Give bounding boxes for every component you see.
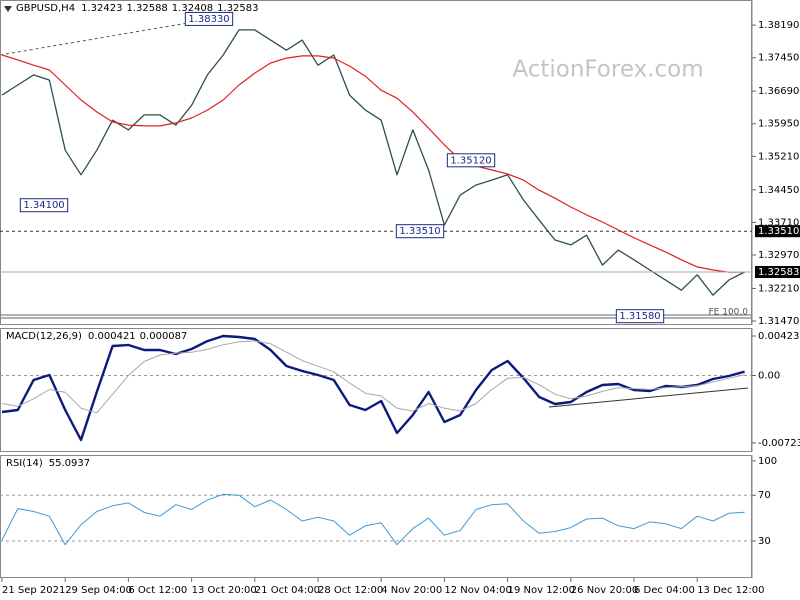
x-tick-label: 4 Nov 20:00 (381, 585, 442, 596)
y-tick-label: 1.38190 (758, 20, 799, 31)
y-tick-label: 70 (758, 490, 771, 501)
readout: 0.000421 (88, 331, 136, 342)
x-tick-label: 6 Oct 12:00 (128, 585, 187, 596)
price-level-box (755, 266, 800, 279)
series-line (1, 29, 745, 296)
y-tick-label: 1.33710 (758, 217, 799, 228)
x-tick-label: 21 Sep 2021 (2, 585, 65, 596)
symbol-marker (4, 6, 12, 12)
annotation-box (615, 309, 665, 324)
x-tick-label: 28 Oct 12:00 (318, 585, 383, 596)
annotation-note: FE 100.0 (709, 308, 749, 318)
y-tick-label: 1.35210 (758, 151, 799, 162)
panel-title: RSI(14) (6, 458, 43, 469)
annotation-label: 1.35120 (450, 155, 491, 166)
x-tick-label: 26 Nov 20:00 (571, 585, 638, 596)
readout: 1.32408 (172, 3, 213, 14)
readout: 1.32583 (217, 3, 258, 14)
y-tick-label: 1.37450 (758, 53, 799, 64)
macd-trend-line (548, 387, 749, 408)
x-tick-label: 19 Nov 12:00 (508, 585, 575, 596)
x-tick-label: 6 Dec 04:00 (634, 585, 695, 596)
annotation-box (19, 198, 69, 213)
series-line (1, 493, 745, 546)
y-tick-label: 30 (758, 536, 771, 547)
series-line (1, 340, 745, 414)
x-tick-label: 21 Oct 04:00 (255, 585, 320, 596)
panel-title: GBPUSD,H4 (16, 3, 75, 14)
y-tick-label: 100 (758, 456, 777, 467)
annotation-label: 1.38330 (188, 14, 229, 25)
annotation-box (395, 224, 445, 239)
y-tick-label: 1.32970 (758, 250, 799, 261)
panel-header: MACD(12,26,9) 0.000421 0.000087 (6, 331, 187, 342)
series-line (1, 334, 745, 442)
y-tick-label: 1.34450 (758, 185, 799, 196)
x-tick-label: 13 Oct 20:00 (192, 585, 257, 596)
y-tick-label: 1.32210 (758, 283, 799, 294)
readout: 0.000087 (140, 331, 188, 342)
annotation-label: 1.31580 (619, 311, 660, 322)
x-tick-label: 12 Nov 04:00 (444, 585, 511, 596)
y-tick-label: -0.00723 (758, 438, 800, 449)
readout: 1.32423 (81, 3, 122, 14)
annotation-box (184, 11, 234, 26)
trend-line (0, 19, 206, 56)
y-tick-label: 1.35950 (758, 119, 799, 130)
price-level-label: 1.33510 (758, 226, 799, 237)
readout: 55.0937 (49, 458, 90, 469)
annotation-label: 1.34100 (23, 200, 64, 211)
readout: 1.32588 (126, 3, 167, 14)
price-level-box (755, 225, 800, 238)
y-tick-label: 1.36690 (758, 86, 799, 97)
y-tick-label: 0.00 (758, 371, 780, 382)
panel-header: GBPUSD,H4 1.32423 1.32588 1.32408 1.32583 (16, 3, 259, 14)
panel-header: RSI(14) 55.0937 (6, 458, 90, 469)
price-level-label: 1.32583 (758, 267, 799, 278)
x-tick-label: 29 Sep 04:00 (65, 585, 132, 596)
panel-title: MACD(12,26,9) (6, 331, 82, 342)
x-tick-label: 13 Dec 12:00 (697, 585, 764, 596)
y-tick-label: 0.004231 (758, 331, 800, 342)
y-tick-label: 1.31470 (758, 316, 799, 327)
annotation-box (446, 153, 496, 168)
watermark: ActionForex.com (512, 57, 703, 83)
annotation-label: 1.33510 (399, 226, 440, 237)
